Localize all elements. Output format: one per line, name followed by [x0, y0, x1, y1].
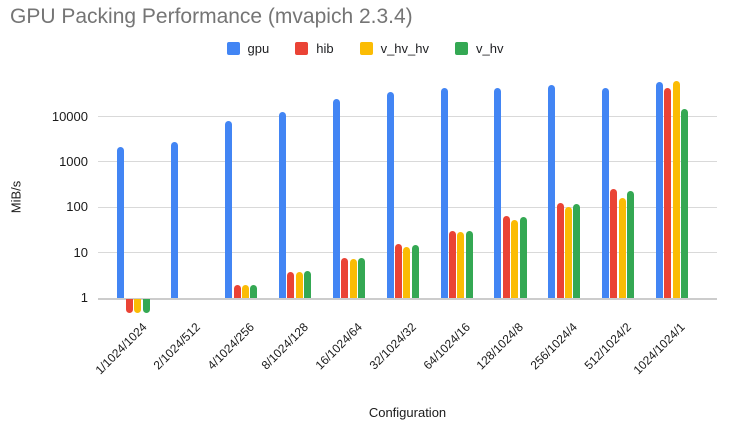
bar-hib[interactable] — [448, 231, 456, 298]
bar-gpu[interactable] — [117, 146, 125, 298]
legend-swatch-icon — [295, 42, 309, 55]
bar-gpu[interactable] — [548, 85, 556, 298]
bar-v_hv_hv[interactable] — [511, 220, 519, 298]
y-tick-label: 10000 — [51, 108, 88, 124]
x-tick-label: 256/1024/4 — [527, 320, 581, 373]
bar-v_hv[interactable] — [465, 230, 473, 298]
legend-item-v_hv_hv: v_hv_hv — [359, 41, 429, 56]
bar-gpu[interactable] — [279, 111, 286, 298]
bar-gpu[interactable] — [655, 82, 663, 298]
bar-hib[interactable] — [233, 284, 241, 298]
gridline — [98, 161, 717, 163]
bar-gpu[interactable] — [440, 88, 448, 298]
y-tick-label: 1 — [80, 290, 88, 306]
x-tick-label: 64/1024/16 — [420, 320, 473, 373]
bar-v_hv[interactable] — [519, 216, 527, 298]
y-tick-label: 100 — [66, 199, 88, 215]
bar-v_hv[interactable] — [627, 191, 635, 298]
bar-v_hv[interactable] — [357, 257, 365, 298]
bar-v_hv_hv[interactable] — [241, 284, 249, 298]
bar-hib[interactable] — [395, 244, 403, 298]
bar-v_hv[interactable] — [142, 299, 150, 313]
legend: gpu hib v_hv_hv v_hv — [0, 41, 730, 56]
plot-area — [98, 75, 717, 313]
chart-title: GPU Packing Performance (mvapich 2.3.4) — [10, 5, 413, 28]
y-axis-title: MiB/s — [8, 180, 24, 214]
bar-v_hv[interactable] — [411, 244, 419, 298]
x-tick-label: 1024/1024/1 — [630, 320, 688, 378]
bar-hib[interactable] — [502, 216, 510, 298]
legend-item-hib: hib — [295, 41, 334, 56]
bar-hib[interactable] — [664, 87, 672, 298]
legend-item-v_hv: v_hv — [455, 41, 503, 56]
legend-label: v_hv — [476, 41, 504, 56]
bar-hib[interactable] — [610, 189, 618, 298]
bar-v_hv[interactable] — [304, 271, 312, 298]
y-tick-label: 1000 — [59, 153, 88, 169]
bar-hib[interactable] — [556, 203, 564, 298]
legend-swatch-icon — [226, 42, 240, 55]
legend-item-gpu: gpu — [226, 41, 270, 56]
x-tick-label: 4/1024/256 — [204, 320, 258, 373]
x-axis-title: Configuration — [368, 405, 447, 420]
bar-v_hv_hv[interactable] — [564, 206, 572, 298]
x-tick-label: 8/1024/128 — [258, 320, 311, 373]
gridline — [98, 116, 717, 117]
x-tick-label: 16/1024/64 — [312, 320, 365, 373]
x-tick-label: 512/1024/2 — [581, 320, 635, 373]
bar-v_hv[interactable] — [573, 204, 581, 298]
bar-v_hv_hv[interactable] — [403, 247, 411, 298]
x-tick-label: 1/1024/1024 — [92, 320, 150, 378]
gridline — [98, 206, 717, 208]
bar-gpu[interactable] — [225, 120, 233, 298]
x-tick-label: 2/1024/512 — [150, 320, 204, 373]
bar-v_hv_hv[interactable] — [295, 272, 303, 298]
bar-v_hv_hv[interactable] — [618, 197, 626, 298]
bar-gpu[interactable] — [386, 91, 394, 298]
bar-v_hv[interactable] — [681, 109, 689, 298]
bar-hib[interactable] — [287, 271, 295, 298]
bar-hib[interactable] — [341, 258, 349, 298]
legend-swatch-icon — [455, 42, 468, 55]
legend-label: v_hv_hv — [380, 41, 429, 56]
bar-gpu[interactable] — [602, 87, 610, 298]
baseline-gridline — [98, 297, 717, 300]
x-tick-label: 32/1024/32 — [366, 320, 419, 373]
bar-v_hv_hv[interactable] — [349, 259, 357, 298]
bar-gpu[interactable] — [171, 141, 179, 298]
bar-v_hv_hv[interactable] — [672, 81, 680, 298]
x-tick-label: 128/1024/8 — [473, 320, 527, 373]
bar-v_hv[interactable] — [250, 284, 258, 298]
bar-gpu[interactable] — [494, 87, 502, 298]
y-tick-label: 10 — [73, 244, 88, 260]
bar-gpu[interactable] — [332, 98, 340, 298]
bar-v_hv_hv[interactable] — [457, 231, 465, 298]
bar-hib[interactable] — [125, 299, 133, 313]
legend-label: hib — [316, 41, 334, 56]
legend-label: gpu — [247, 41, 270, 56]
bar-v_hv_hv[interactable] — [134, 299, 142, 313]
legend-swatch-icon — [359, 42, 373, 55]
